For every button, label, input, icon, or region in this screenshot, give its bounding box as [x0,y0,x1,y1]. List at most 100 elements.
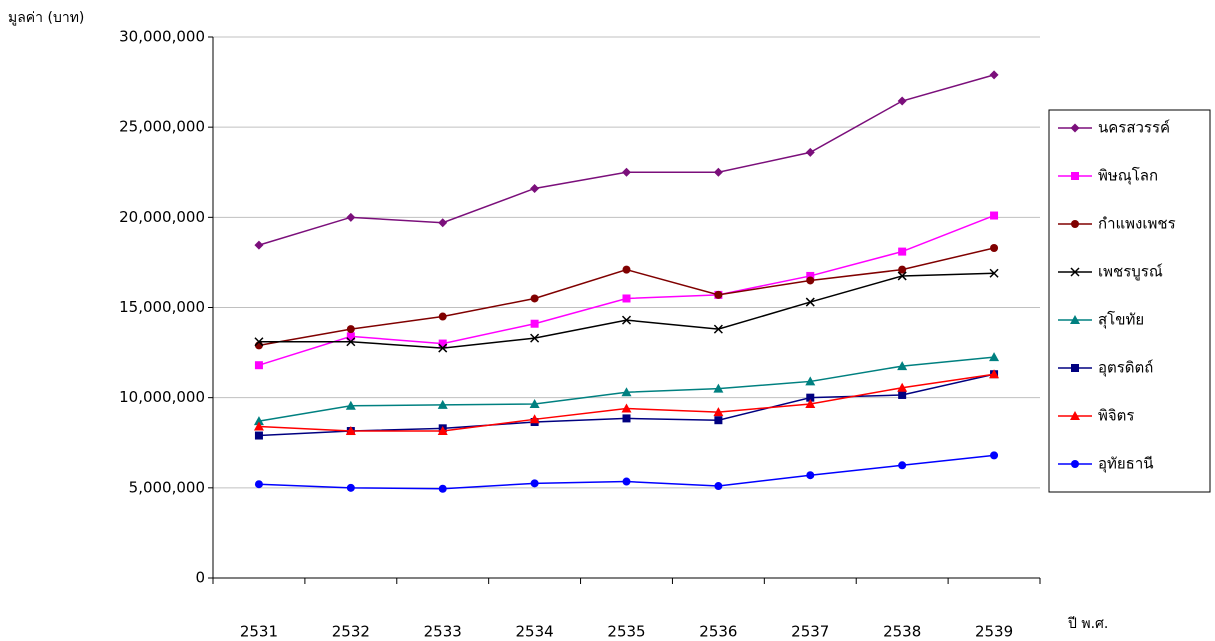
marker [530,479,539,488]
marker [346,332,355,341]
marker [622,265,631,274]
marker [897,361,908,371]
marker [622,167,631,177]
legend-label: พิษณุโลก [1098,167,1158,186]
marker [898,247,907,256]
marker [990,243,999,252]
marker [805,398,816,408]
series-line [258,373,995,432]
marker [989,70,999,80]
marker [254,361,263,370]
marker [621,403,632,413]
series-line [258,74,995,246]
marker [529,398,540,408]
legend-label: พิจิตร [1098,407,1134,425]
marker [253,416,264,426]
legend-marker [1070,315,1080,324]
marker [345,426,356,436]
series-line [258,272,995,349]
marker [530,333,540,343]
x-tick-label: 2539 [975,623,1013,641]
marker [898,390,907,399]
x-axis-label: ปี พ.ศ. [1068,616,1109,632]
marker [714,482,723,491]
marker [621,315,632,325]
marker [713,383,724,393]
marker [897,96,907,106]
y-tick-label: 15,000,000 [119,298,205,316]
legend-label: นครสวรรค์ [1098,119,1170,137]
marker [713,167,723,177]
marker [989,369,1000,379]
marker [806,393,815,402]
marker [621,387,632,397]
marker [806,276,815,285]
y-tick-label: 20,000,000 [119,208,205,226]
y-tick-label: 10,000,000 [119,388,205,406]
marker [805,147,815,157]
marker [898,265,907,274]
x-tick-label: 2536 [699,623,737,641]
legend-label: อุทัยธานี [1098,455,1154,474]
y-tick-label: 25,000,000 [119,118,205,136]
marker [346,337,356,347]
marker [805,297,815,307]
x-tick-label: 2532 [332,623,370,641]
legend-marker [1071,364,1079,372]
marker [622,294,631,303]
legend-marker [1071,172,1079,180]
marker [989,268,999,278]
marker [346,483,355,492]
legend-label: สุโขทัย [1098,311,1144,330]
y-axis-label: มูลค่า (บาท) [8,10,84,26]
legend-marker [1070,411,1080,420]
marker [437,399,448,409]
legend-marker [1070,123,1080,133]
marker [438,339,447,348]
legend-label: เพชรบูรณ์ [1098,263,1163,281]
x-tick-label: 2538 [883,623,921,641]
x-tick-label: 2533 [424,623,462,641]
marker [437,426,448,436]
marker [990,211,999,220]
marker [438,484,447,493]
marker [989,352,1000,362]
marker [530,294,539,303]
y-tick-label: 5,000,000 [129,478,205,496]
marker [713,407,724,417]
marker [253,421,264,431]
marker [254,480,263,489]
marker [254,337,264,347]
legend-label: อุตรดิตถ์ [1098,359,1153,378]
marker [530,319,539,328]
marker [438,343,448,353]
marker [530,183,540,193]
marker [897,382,908,392]
marker [254,431,263,440]
legend-marker [1070,267,1080,277]
x-tick-label: 2534 [516,623,554,641]
marker [897,271,907,281]
marker [622,477,631,486]
marker [898,461,907,470]
marker [806,271,815,280]
marker [345,400,356,410]
marker [714,416,723,425]
x-tick-label: 2537 [791,623,829,641]
marker [346,325,355,334]
marker [346,212,356,222]
marker [254,240,264,250]
marker [529,414,540,424]
marker [806,471,815,480]
legend-marker [1071,460,1079,468]
x-tick-label: 2531 [240,623,278,641]
marker [622,414,631,423]
marker [438,218,448,228]
marker [438,312,447,321]
marker [713,324,723,334]
x-tick-label: 2535 [607,623,645,641]
marker [714,290,723,299]
y-tick-label: 30,000,000 [119,28,205,46]
legend-marker [1071,220,1079,228]
